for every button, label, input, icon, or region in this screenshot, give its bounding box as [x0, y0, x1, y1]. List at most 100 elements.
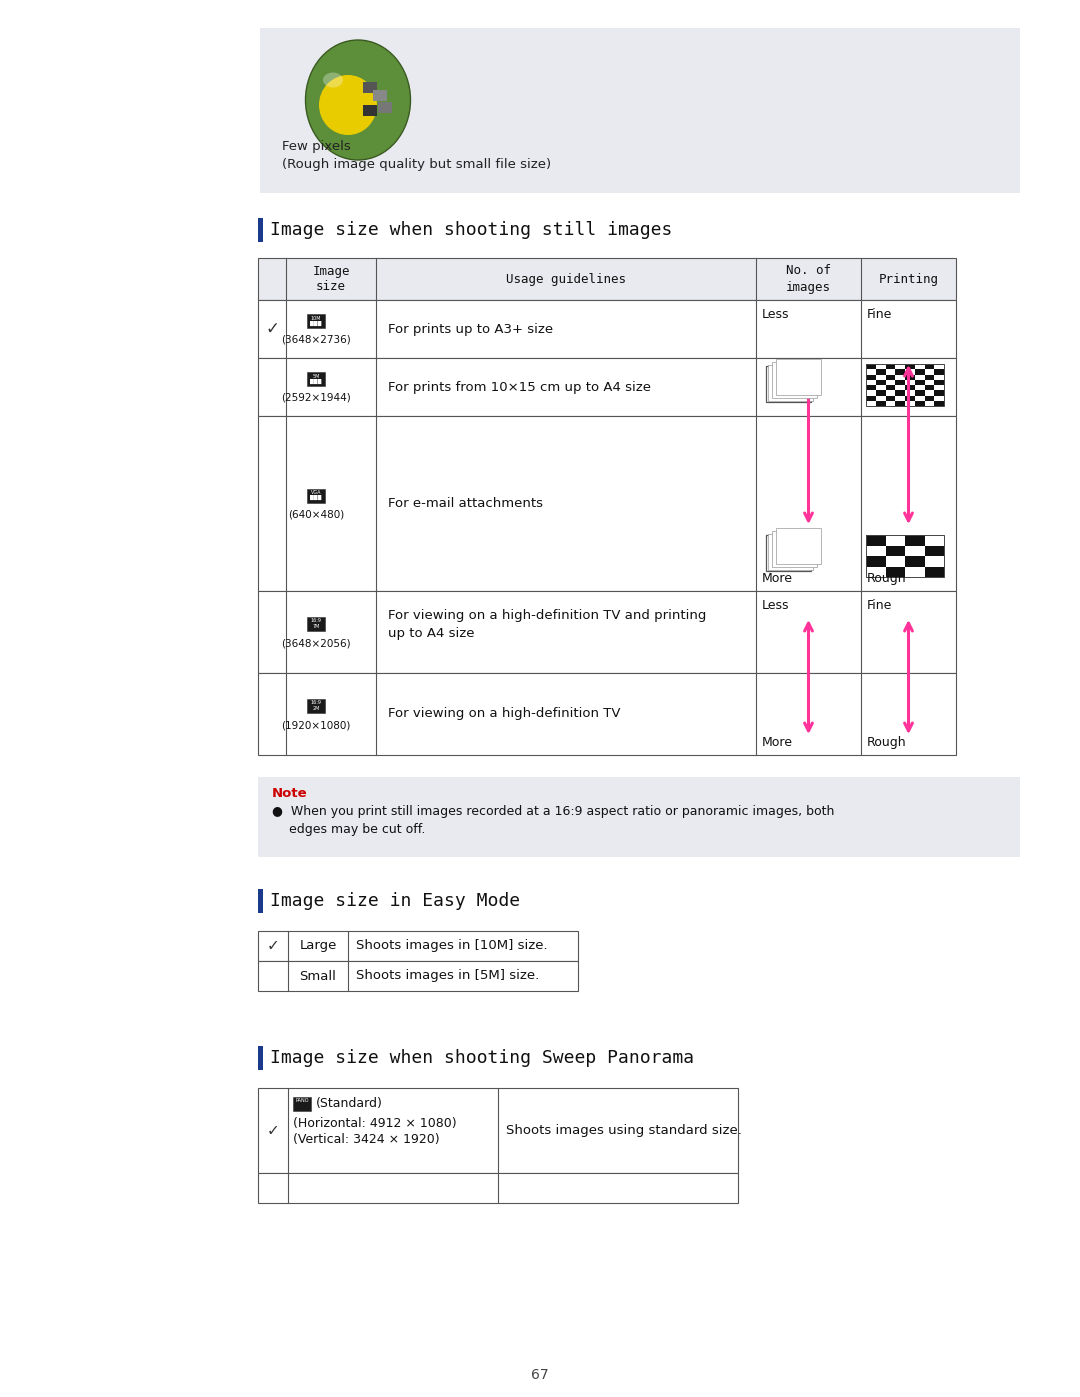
- Text: ███: ███: [310, 320, 322, 326]
- Ellipse shape: [306, 41, 410, 161]
- Bar: [886, 369, 895, 374]
- Text: No. of
images: No. of images: [786, 264, 831, 293]
- Bar: [886, 380, 895, 386]
- Bar: [915, 365, 924, 369]
- Bar: [886, 365, 895, 369]
- Bar: [915, 401, 924, 407]
- Bar: [772, 531, 816, 567]
- Text: (3648×2736): (3648×2736): [281, 335, 351, 345]
- Bar: [915, 395, 924, 401]
- Text: ███: ███: [310, 379, 322, 384]
- Bar: [866, 386, 876, 390]
- Text: ███: ███: [310, 495, 322, 500]
- Bar: [258, 888, 264, 914]
- Bar: [307, 372, 325, 386]
- Bar: [258, 416, 956, 591]
- Bar: [915, 374, 924, 380]
- Text: (Rough image quality but small file size): (Rough image quality but small file size…: [282, 158, 551, 170]
- Bar: [934, 380, 944, 386]
- Bar: [924, 395, 934, 401]
- Bar: [363, 105, 377, 116]
- Text: (Standard): (Standard): [316, 1098, 383, 1111]
- Bar: [866, 395, 876, 401]
- Text: PANO: PANO: [295, 1098, 309, 1104]
- Text: (3648×2056): (3648×2056): [281, 638, 351, 648]
- Bar: [915, 386, 924, 390]
- Text: (1920×1080): (1920×1080): [281, 719, 351, 731]
- Bar: [876, 365, 886, 369]
- Bar: [772, 362, 816, 398]
- Bar: [258, 591, 956, 673]
- Bar: [924, 374, 934, 380]
- Bar: [905, 556, 924, 567]
- Bar: [924, 401, 934, 407]
- Bar: [876, 401, 886, 407]
- Bar: [886, 567, 905, 577]
- Bar: [307, 314, 325, 328]
- Bar: [924, 380, 934, 386]
- Text: Less: Less: [762, 599, 789, 612]
- Text: 16:9: 16:9: [311, 619, 322, 623]
- Bar: [905, 374, 915, 380]
- Bar: [260, 28, 1020, 193]
- Bar: [307, 617, 325, 631]
- Bar: [363, 82, 377, 94]
- Bar: [876, 374, 886, 380]
- Bar: [924, 365, 934, 369]
- Bar: [934, 369, 944, 374]
- Bar: [886, 390, 895, 395]
- Bar: [866, 374, 876, 380]
- Bar: [378, 102, 392, 113]
- Text: Small: Small: [299, 970, 337, 982]
- Bar: [258, 1088, 738, 1173]
- Bar: [768, 365, 813, 401]
- Bar: [915, 369, 924, 374]
- Text: VGA: VGA: [311, 490, 321, 495]
- Bar: [876, 380, 886, 386]
- Text: Shoots images in [5M] size.: Shoots images in [5M] size.: [356, 970, 539, 982]
- Text: (640×480): (640×480): [288, 510, 345, 520]
- Bar: [905, 369, 915, 374]
- Ellipse shape: [323, 73, 343, 88]
- Bar: [876, 369, 886, 374]
- Bar: [886, 545, 905, 556]
- Bar: [866, 365, 876, 369]
- Bar: [876, 390, 886, 395]
- Text: 5M: 5M: [312, 373, 320, 379]
- Bar: [934, 390, 944, 395]
- Ellipse shape: [319, 75, 377, 136]
- Text: For prints up to A3+ size: For prints up to A3+ size: [388, 323, 553, 335]
- Text: Fine: Fine: [867, 599, 892, 612]
- Text: Shoots images in [10M] size.: Shoots images in [10M] size.: [356, 940, 548, 953]
- Bar: [866, 567, 886, 577]
- Bar: [924, 386, 934, 390]
- Text: 2M: 2M: [312, 705, 320, 711]
- Bar: [258, 930, 578, 961]
- Bar: [866, 401, 876, 407]
- Bar: [866, 380, 876, 386]
- Bar: [934, 374, 944, 380]
- Text: (Vertical: 3424 × 1920): (Vertical: 3424 × 1920): [293, 1133, 440, 1147]
- Bar: [924, 567, 944, 577]
- Bar: [934, 395, 944, 401]
- Bar: [866, 545, 886, 556]
- Bar: [905, 390, 915, 395]
- Bar: [307, 698, 325, 712]
- Bar: [924, 390, 934, 395]
- Bar: [905, 365, 915, 369]
- Text: More: More: [762, 736, 793, 749]
- Text: More: More: [762, 571, 793, 585]
- Bar: [895, 374, 905, 380]
- Bar: [934, 401, 944, 407]
- Text: Rough: Rough: [867, 736, 906, 749]
- Bar: [866, 535, 944, 577]
- Bar: [777, 359, 821, 394]
- Bar: [886, 395, 895, 401]
- Text: edges may be cut off.: edges may be cut off.: [289, 823, 426, 835]
- Text: Image size when shooting still images: Image size when shooting still images: [270, 221, 673, 239]
- Bar: [766, 366, 811, 402]
- Text: Image size in Easy Mode: Image size in Easy Mode: [270, 893, 521, 909]
- Bar: [258, 258, 956, 300]
- Text: ✓: ✓: [267, 1123, 280, 1139]
- Text: (2592×1944): (2592×1944): [281, 393, 351, 402]
